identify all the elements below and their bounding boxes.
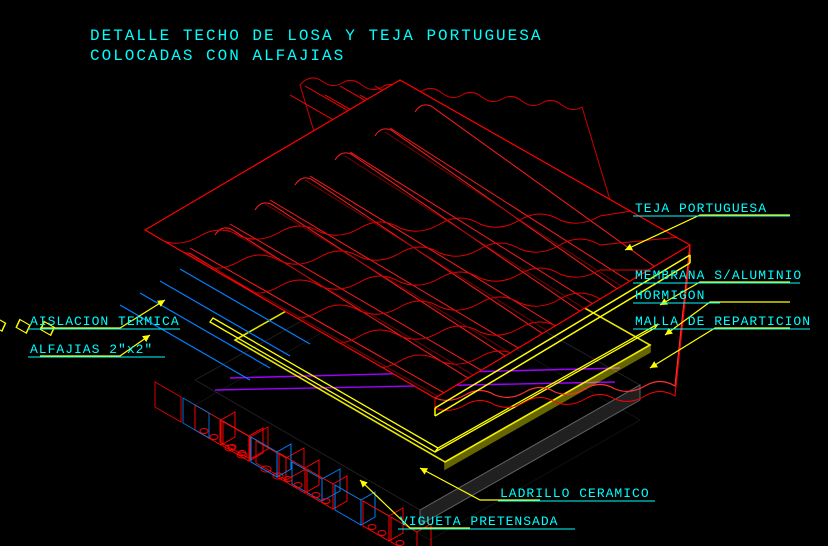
- label-vigueta: VIGUETA PRETENSADA: [400, 514, 558, 529]
- title-line1: DETALLE TECHO DE LOSA Y TEJA PORTUGUESA: [90, 27, 542, 45]
- cad-drawing: DETALLE TECHO DE LOSA Y TEJA PORTUGUESA …: [0, 0, 828, 546]
- label-hormigon: HORMIGON: [635, 288, 705, 303]
- bricks: [220, 420, 340, 501]
- label-ladrillo: LADRILLO CERAMICO: [500, 486, 650, 501]
- label-malla: MALLA DE REPARTICION: [635, 314, 811, 329]
- label-membrana: MEMBRANA S/ALUMINIO: [635, 268, 802, 283]
- label-teja: TEJA PORTUGUESA: [635, 201, 767, 216]
- tiles-field: [145, 80, 700, 410]
- title-line2: COLOCADAS CON ALFAJIAS: [90, 47, 345, 65]
- label-aislacion: AISLACION TERMICA: [30, 314, 180, 329]
- label-alfajias: ALFAJIAS 2"x2": [30, 342, 153, 357]
